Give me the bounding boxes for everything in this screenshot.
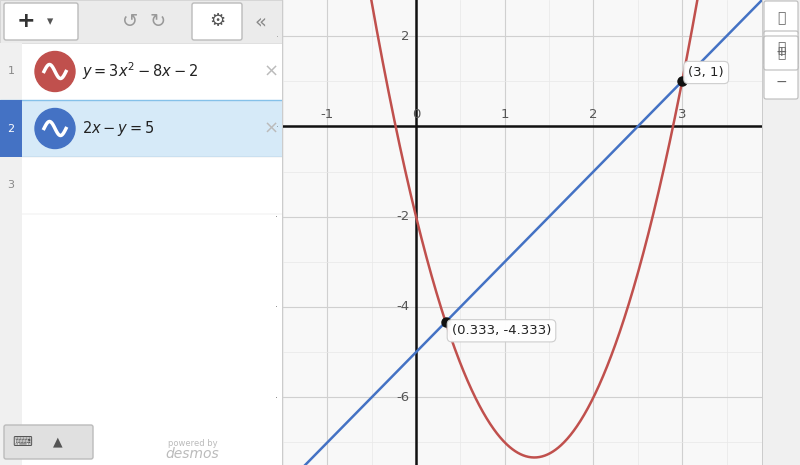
Text: -6: -6 — [397, 391, 410, 404]
Bar — [0, 157, 22, 214]
Bar — [0, 43, 22, 100]
Text: +: + — [775, 45, 787, 59]
Text: 3: 3 — [7, 180, 14, 191]
FancyBboxPatch shape — [764, 35, 798, 69]
Bar — [0, 157, 283, 214]
Circle shape — [35, 108, 75, 148]
Text: ↻: ↻ — [150, 12, 166, 31]
Text: 3: 3 — [678, 108, 686, 121]
Text: 2: 2 — [7, 124, 14, 133]
FancyBboxPatch shape — [4, 3, 78, 40]
Bar — [0, 214, 283, 465]
FancyBboxPatch shape — [764, 36, 798, 70]
Text: 1: 1 — [7, 66, 14, 77]
Text: ×: × — [263, 120, 278, 138]
Text: −: − — [775, 75, 787, 89]
Text: 🏠: 🏠 — [777, 41, 785, 55]
Text: (0.333, -4.333): (0.333, -4.333) — [452, 324, 551, 337]
Text: 1: 1 — [501, 108, 509, 121]
Text: 2: 2 — [590, 108, 598, 121]
FancyBboxPatch shape — [192, 3, 242, 40]
Text: desmos: desmos — [166, 447, 219, 461]
Bar — [0, 0, 283, 43]
FancyBboxPatch shape — [764, 31, 798, 65]
Bar — [0, 214, 22, 465]
Text: $y = 3x^2 - 8x - 2$: $y = 3x^2 - 8x - 2$ — [82, 60, 198, 82]
Text: ↺: ↺ — [122, 12, 138, 31]
Text: +: + — [17, 12, 35, 32]
FancyBboxPatch shape — [764, 65, 798, 99]
Text: -2: -2 — [397, 210, 410, 223]
Text: 2: 2 — [402, 30, 410, 43]
Text: ⚙: ⚙ — [209, 13, 225, 31]
Bar — [762, 0, 763, 465]
FancyBboxPatch shape — [4, 425, 93, 459]
Text: «: « — [255, 12, 267, 31]
Bar — [0, 43, 283, 100]
Text: 🏠: 🏠 — [777, 46, 785, 60]
FancyBboxPatch shape — [764, 1, 798, 35]
Bar — [0, 100, 283, 157]
Text: -4: -4 — [397, 300, 410, 313]
Bar — [0, 100, 22, 157]
Text: 🔧: 🔧 — [777, 11, 785, 25]
Bar — [282, 0, 283, 465]
Text: $2x - y = 5$: $2x - y = 5$ — [82, 119, 154, 138]
Text: ×: × — [263, 62, 278, 80]
Text: ▾: ▾ — [47, 15, 53, 28]
Text: 0: 0 — [412, 108, 420, 121]
Text: powered by: powered by — [168, 438, 218, 447]
Text: ⌨: ⌨ — [12, 435, 32, 449]
Circle shape — [35, 52, 75, 92]
Text: ▲: ▲ — [53, 436, 63, 449]
Text: (3, 1): (3, 1) — [688, 66, 724, 79]
Text: -1: -1 — [321, 108, 334, 121]
